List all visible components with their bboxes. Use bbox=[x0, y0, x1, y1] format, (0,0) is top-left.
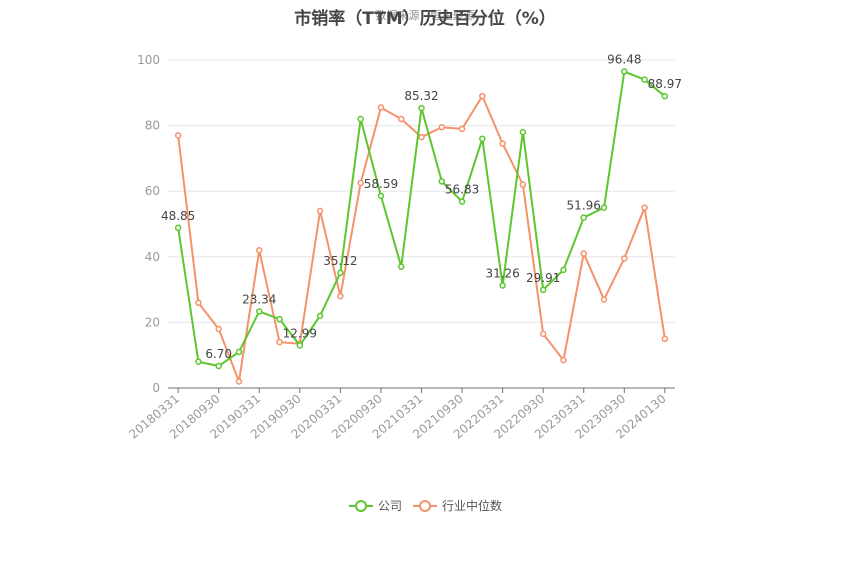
data-point-company bbox=[276, 315, 283, 323]
y-tick-label: 80 bbox=[145, 119, 160, 133]
data-point-industry-median bbox=[377, 104, 385, 111]
legend-marker bbox=[355, 500, 367, 512]
data-point-industry-median bbox=[276, 338, 283, 346]
data-label: 58.59 bbox=[364, 177, 398, 191]
data-point-company bbox=[316, 312, 324, 320]
data-point-industry-median bbox=[316, 207, 324, 215]
data-point-industry-median bbox=[560, 356, 567, 364]
series-line-company bbox=[177, 70, 666, 368]
chart-source: 数据来源：恒生聚源 bbox=[375, 9, 475, 22]
legend-item[interactable]: 公司 bbox=[349, 499, 402, 513]
data-label: 35.12 bbox=[323, 254, 357, 268]
data-label: 12.99 bbox=[283, 326, 317, 340]
data-point-company bbox=[621, 68, 628, 75]
data-point-industry-median bbox=[661, 335, 669, 343]
data-point-company bbox=[397, 263, 405, 270]
data-point-company bbox=[499, 282, 506, 289]
data-point-industry-median bbox=[397, 115, 405, 123]
data-point-company bbox=[641, 76, 648, 83]
data-point-company bbox=[661, 92, 669, 100]
data-point-company bbox=[195, 358, 202, 366]
data-label: 56.83 bbox=[445, 183, 479, 197]
data-point-company bbox=[215, 362, 222, 370]
chart-title: 市销率（TTM）历史百分位（%） bbox=[294, 9, 556, 29]
data-label: 88.97 bbox=[648, 77, 682, 91]
y-tick-label: 20 bbox=[145, 315, 160, 329]
data-point-company bbox=[357, 115, 364, 123]
legend-item[interactable]: 行业中位数 bbox=[413, 498, 502, 513]
data-point-company bbox=[560, 266, 567, 274]
data-point-industry-median bbox=[519, 181, 527, 188]
data-point-industry-median bbox=[539, 330, 547, 338]
y-tick-label: 100 bbox=[137, 53, 160, 67]
data-label: 85.32 bbox=[404, 89, 438, 103]
data-point-company bbox=[174, 224, 182, 232]
data-label: 51.96 bbox=[567, 199, 601, 213]
data-point-company bbox=[438, 178, 446, 185]
data-point-company bbox=[256, 308, 263, 315]
data-point-industry-median bbox=[458, 125, 466, 133]
legend: 公司 行业中位数 bbox=[349, 498, 502, 513]
data-label: 6.70 bbox=[205, 347, 232, 361]
data-point-industry-median bbox=[600, 296, 608, 303]
data-point-company bbox=[600, 204, 608, 211]
data-point-industry-median bbox=[438, 123, 446, 131]
data-point-company bbox=[377, 192, 385, 200]
y-tick-label: 40 bbox=[145, 250, 160, 264]
data-point-industry-median bbox=[641, 204, 648, 211]
data-point-industry-median bbox=[357, 179, 364, 187]
data-point-company bbox=[418, 104, 425, 112]
data-point-industry-median bbox=[215, 325, 222, 333]
data-label: 48.85 bbox=[161, 209, 195, 223]
data-point-company bbox=[458, 198, 466, 205]
data-label: 23.34 bbox=[242, 292, 276, 306]
data-point-industry-median bbox=[235, 378, 243, 385]
data-point-company bbox=[296, 342, 304, 349]
data-point-company bbox=[580, 214, 587, 221]
y-tick-label: 0 bbox=[152, 381, 160, 395]
data-point-industry-median bbox=[499, 140, 506, 147]
legend-label: 公司 bbox=[378, 499, 402, 513]
data-point-industry-median bbox=[256, 246, 263, 254]
data-point-industry-median bbox=[621, 255, 628, 262]
data-point-company bbox=[235, 348, 243, 356]
data-point-industry-median bbox=[479, 92, 486, 100]
data-point-company bbox=[479, 135, 486, 142]
data-point-company bbox=[337, 269, 344, 277]
data-point-industry-median bbox=[195, 299, 202, 306]
legend-label: 行业中位数 bbox=[442, 498, 502, 513]
data-label: 96.48 bbox=[607, 53, 641, 67]
data-label: 31.26 bbox=[485, 266, 519, 280]
legend-marker bbox=[419, 500, 431, 512]
data-point-industry-median bbox=[174, 132, 182, 139]
y-tick-label: 60 bbox=[145, 184, 160, 198]
data-label: 29.91 bbox=[526, 271, 560, 285]
data-point-industry-median bbox=[418, 133, 425, 141]
data-point-industry-median bbox=[337, 292, 344, 300]
data-point-industry-median bbox=[580, 250, 587, 257]
data-point-company bbox=[539, 286, 547, 294]
data-point-company bbox=[519, 128, 527, 136]
